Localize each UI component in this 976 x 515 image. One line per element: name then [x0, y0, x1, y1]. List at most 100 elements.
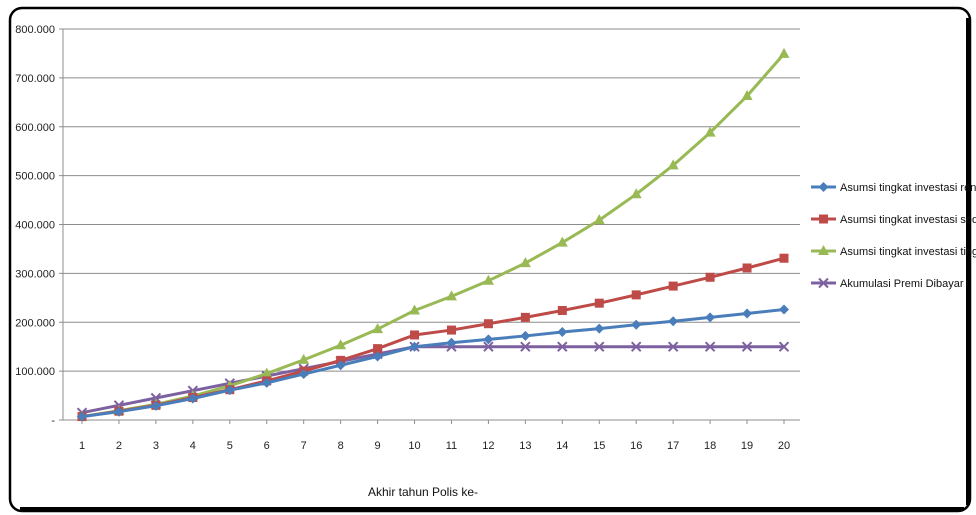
y-tick-label: 500.000: [15, 171, 55, 183]
data-point: [224, 385, 235, 396]
x-marker-stroke: [594, 341, 605, 352]
data-point: [742, 308, 753, 319]
data-point: [741, 89, 753, 100]
x-axis-ticks: 1 2 3 4 5 6 7 8 9 10 11 12 13 14 15 16 17 18 19 20: [79, 420, 790, 452]
legend-item[interactable]: Akumulasi Premi Dibayar: [811, 277, 964, 290]
data-point: [667, 159, 679, 170]
y-axis-ticks: - 100.000 200.000 300.000 400.000 500.000 600.…: [15, 24, 63, 427]
data-point: [520, 330, 531, 341]
x-tick-label: 8: [338, 440, 344, 452]
data-point: [446, 325, 456, 335]
data-point: [742, 263, 752, 273]
x-tick-label: 19: [741, 440, 753, 452]
data-point: [520, 312, 530, 322]
data-point: [741, 341, 753, 352]
x-tick-label: 11: [446, 440, 457, 452]
series-line: [81, 52, 786, 419]
x-tick-label: 1: [79, 440, 85, 452]
data-point: [150, 400, 161, 411]
data-point: [77, 411, 87, 422]
x-tick-label: 9: [375, 440, 381, 452]
data-point: [704, 341, 716, 352]
data-point: [483, 341, 494, 352]
data-point: [667, 341, 679, 352]
data-point: [556, 236, 568, 247]
x-marker-stroke: [778, 341, 790, 352]
x-tick-label: 20: [778, 440, 790, 452]
data-point: [704, 126, 716, 137]
series-4: [76, 341, 790, 418]
x-tick-label: 4: [190, 440, 196, 452]
data-point: [631, 319, 642, 330]
data-point: [446, 337, 457, 348]
x-marker-stroke: [520, 341, 531, 352]
data-point: [298, 353, 310, 364]
data-point: [520, 341, 531, 352]
legend-label: Asumsi tingkat investasi rendah: [840, 182, 976, 194]
x-tick-label: 3: [153, 440, 159, 452]
data-point: [557, 306, 567, 316]
x-axis-title: Akhir tahun Polis ke-: [368, 485, 478, 499]
x-tick-label: 17: [667, 440, 679, 452]
x-tick-label: 12: [482, 440, 494, 452]
x-tick-label: 13: [519, 440, 531, 452]
data-point: [631, 290, 641, 300]
legend-item[interactable]: Asumsi tingkat investasi sedang: [811, 214, 976, 226]
data-point: [409, 304, 421, 315]
x-marker-stroke: [631, 341, 642, 352]
x-marker-stroke: [557, 341, 568, 352]
y-tick-label: 200.000: [15, 317, 55, 329]
data-point: [187, 393, 198, 404]
data-point: [519, 257, 531, 268]
x-tick-label: 16: [630, 440, 642, 452]
data-point: [482, 274, 494, 285]
x-tick-label: 6: [264, 440, 270, 452]
data-point: [335, 360, 346, 371]
series-2: [77, 253, 789, 422]
data-point: [483, 319, 493, 329]
legend-marker: [818, 182, 829, 192]
axes: [62, 29, 800, 421]
data-point: [631, 341, 642, 352]
data-point: [779, 253, 789, 263]
legend-marker: [818, 277, 829, 289]
x-tick-label: 5: [227, 440, 233, 452]
data-point: [778, 341, 790, 352]
data-point: [778, 47, 790, 58]
series-1: [77, 304, 789, 422]
y-tick-label: 700.000: [15, 73, 55, 85]
y-tick-label: -: [51, 415, 55, 427]
data-point: [372, 351, 383, 362]
data-point: [668, 316, 679, 327]
series-lines: [76, 47, 790, 422]
legend-marker: [818, 245, 829, 255]
data-point: [705, 272, 715, 282]
x-tick-label: 18: [704, 440, 716, 452]
data-point: [594, 323, 605, 334]
data-point: [594, 298, 604, 308]
x-marker-stroke: [667, 341, 679, 352]
series-line: [81, 308, 785, 419]
data-point: [113, 406, 124, 417]
x-marker-stroke: [704, 341, 716, 352]
data-point: [373, 344, 383, 354]
x-tick-label: 15: [593, 440, 605, 452]
data-point: [630, 188, 642, 199]
x-marker-stroke: [818, 277, 829, 289]
data-point: [705, 312, 716, 323]
data-point: [261, 367, 273, 378]
x-tick-label: 10: [408, 440, 420, 452]
y-tick-label: 100.000: [15, 366, 55, 378]
legend-label: Akumulasi Premi Dibayar: [840, 278, 964, 290]
y-tick-label: 300.000: [15, 268, 55, 280]
legend-item[interactable]: Asumsi tingkat investasi rendah: [811, 182, 976, 194]
legend-label: Asumsi tingkat investasi tinggi: [840, 246, 976, 258]
data-point: [593, 214, 605, 225]
data-point: [779, 304, 789, 315]
x-marker-stroke: [741, 341, 753, 352]
y-tick-label: 800.000: [15, 24, 55, 36]
legend-item[interactable]: Asumsi tingkat investasi tinggi: [811, 245, 976, 258]
x-tick-label: 7: [301, 440, 307, 452]
data-point: [298, 369, 309, 380]
